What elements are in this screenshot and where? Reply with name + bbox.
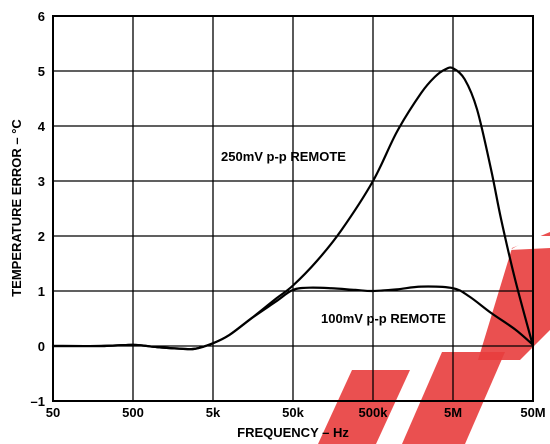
y-tick-label: 5 — [38, 64, 45, 79]
x-tick-label: 50 — [46, 405, 60, 420]
x-tick-label: 500 — [122, 405, 144, 420]
x-axis-title: FREQUENCY – Hz — [237, 425, 349, 440]
y-tick-label: 0 — [38, 339, 45, 354]
plot-frame — [52, 15, 534, 402]
y-tick-label: 3 — [38, 174, 45, 189]
watermark-block-3 — [478, 232, 550, 360]
y-tick-label: –1 — [31, 394, 45, 409]
y-axis-title: TEMPERATURE ERROR – °C — [9, 119, 24, 297]
annotation-100mv: 100mV p-p REMOTE — [321, 311, 446, 326]
x-tick-labels: 50 500 5k 50k 500k 5M 50M — [46, 405, 546, 420]
x-tick-label: 50M — [520, 405, 545, 420]
y-tick-labels: –1 0 1 2 3 4 5 6 — [31, 9, 46, 409]
watermark-logo — [318, 232, 550, 444]
x-tick-label: 50k — [282, 405, 304, 420]
y-tick-label: 1 — [38, 284, 45, 299]
grid-lines — [53, 16, 533, 401]
x-tick-label: 500k — [359, 405, 389, 420]
series-layer — [51, 66, 535, 351]
series-line-100mv — [51, 285, 535, 351]
y-tick-label: 2 — [38, 229, 45, 244]
x-tick-label: 5M — [444, 405, 462, 420]
watermark-block-1 — [318, 370, 410, 444]
y-tick-label: 4 — [38, 119, 46, 134]
y-tick-label: 6 — [38, 9, 45, 24]
annotation-250mv: 250mV p-p REMOTE — [221, 149, 346, 164]
x-tick-label: 5k — [206, 405, 221, 420]
watermark-notch — [510, 236, 550, 250]
